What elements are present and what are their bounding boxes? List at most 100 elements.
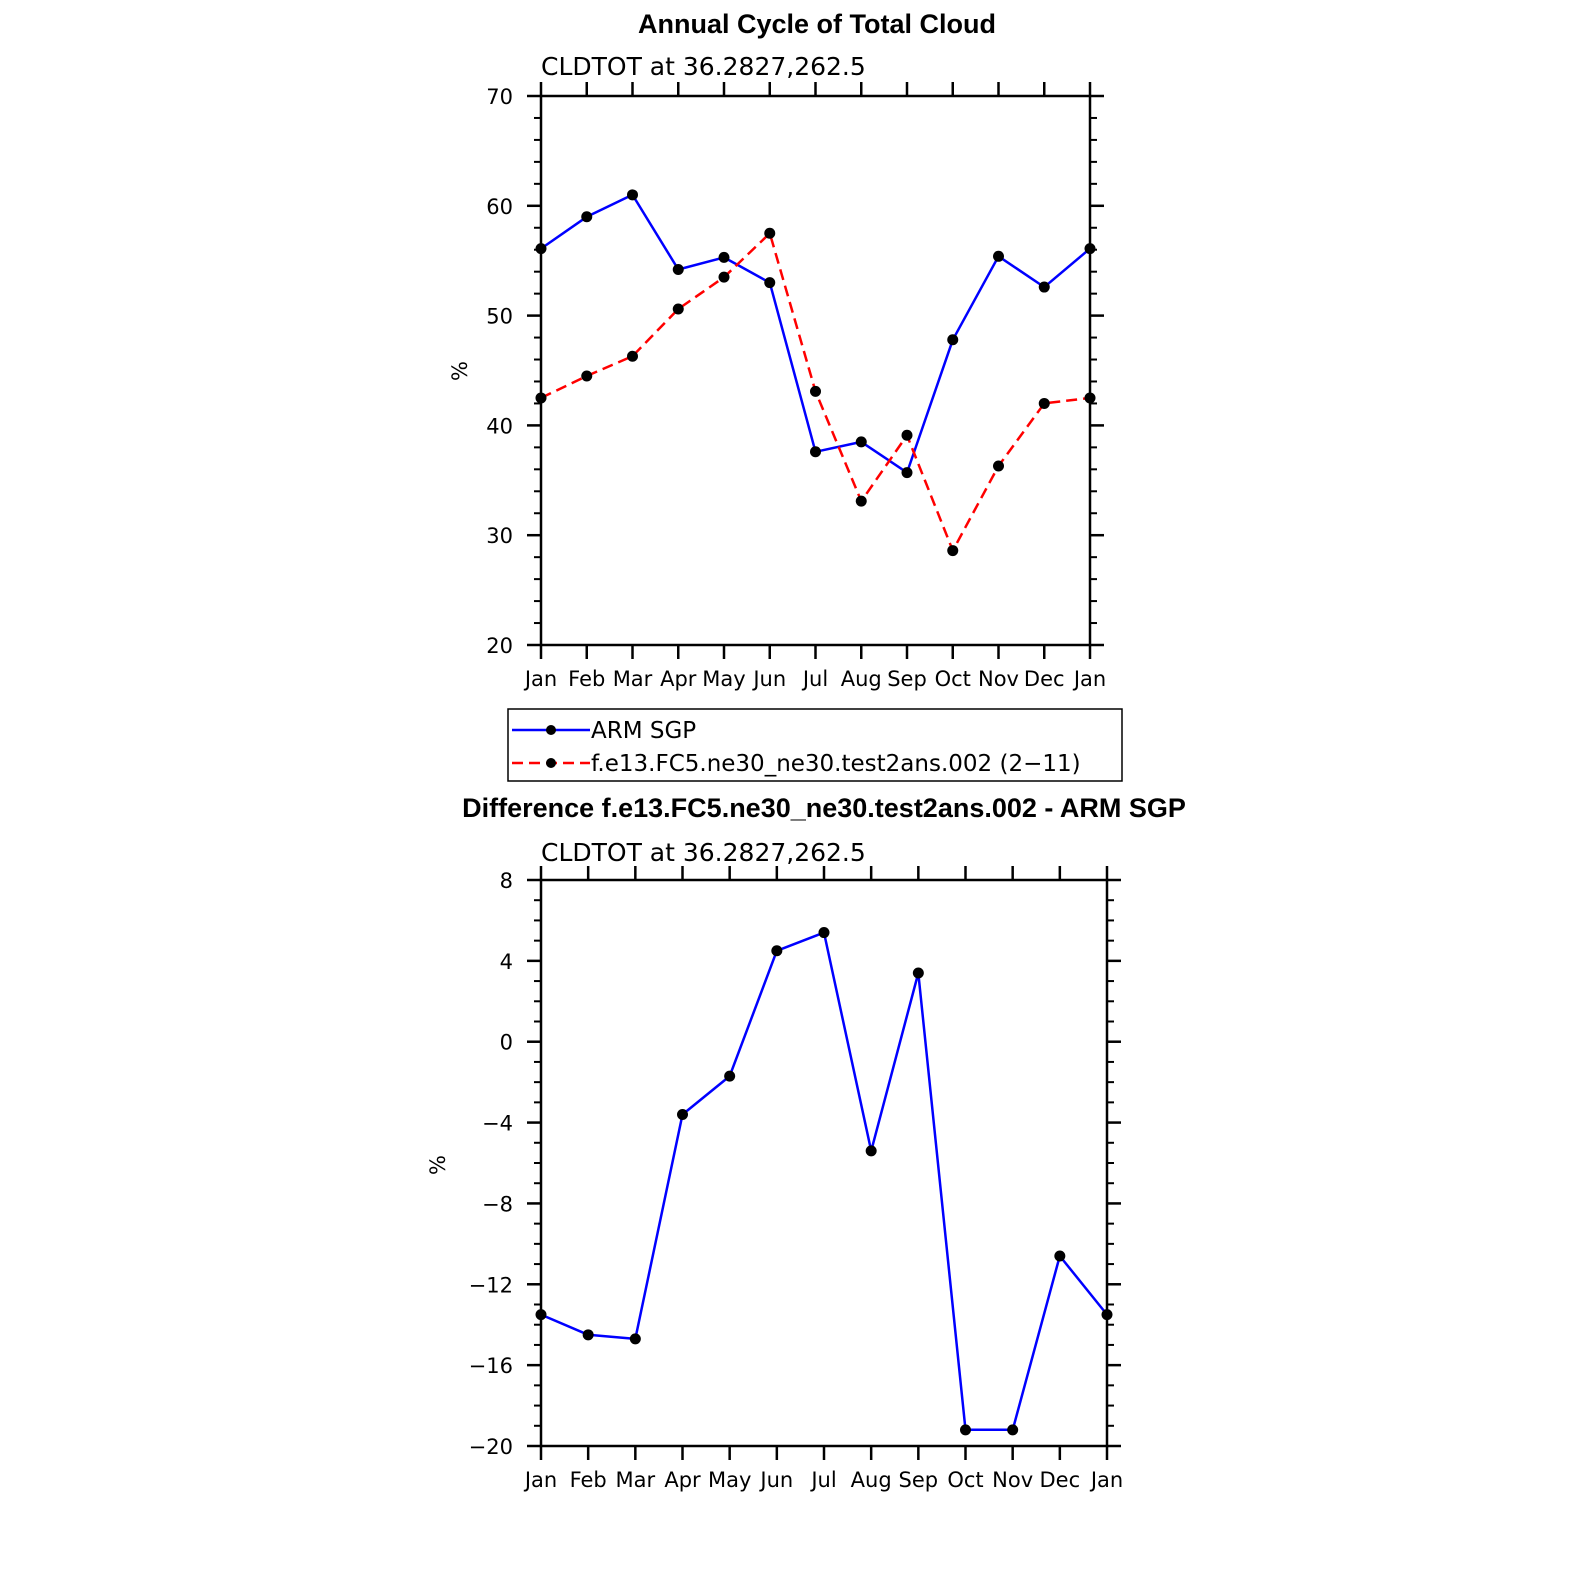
- x-tick-label: Dec: [1040, 1468, 1081, 1492]
- data-point: [1038, 397, 1050, 409]
- axes-frame: [539, 878, 1109, 1448]
- series-line-0: [540, 193, 1091, 474]
- y-tick-label: −12: [469, 1273, 513, 1297]
- data-point: [901, 467, 913, 479]
- legend: ARM SGP f.e13.FC5.ne30_ne30.test2ans.002…: [507, 708, 1123, 782]
- data-point: [677, 1108, 688, 1120]
- data-point: [764, 227, 776, 239]
- data-point: [1038, 281, 1050, 293]
- data-point: [865, 1145, 877, 1157]
- x-tick-label: Dec: [1024, 667, 1065, 691]
- y-axis-label: %: [448, 361, 472, 381]
- y-tick-label: −4: [482, 1112, 513, 1136]
- x-tick-label: Aug: [841, 667, 882, 691]
- y-tick-label: 8: [500, 869, 513, 893]
- x-tick-label: Feb: [570, 1468, 607, 1492]
- data-point: [855, 495, 867, 507]
- annual-cycle-chart: Annual Cycle of Total Cloud CLDTOT at 36…: [448, 9, 1106, 691]
- y-tick-label: 4: [500, 950, 513, 974]
- y-tick-label: −20: [469, 1435, 513, 1459]
- y-tick-label: 50: [486, 305, 513, 329]
- x-tick-label: Mar: [616, 1468, 656, 1492]
- data-point: [818, 927, 830, 939]
- y-tick-label: −8: [482, 1192, 513, 1216]
- data-point: [947, 334, 959, 346]
- data-point: [764, 277, 776, 289]
- legend-entry-model: f.e13.FC5.ne30_ne30.test2ans.002 (2−11): [591, 751, 1081, 777]
- data-point: [582, 1329, 594, 1341]
- plot-area: Jan Feb Mar Apr May Jun Jul Aug Sep Oct Nov Dec Jan 2…: [486, 82, 1106, 691]
- chart-title: Difference f.e13.FC5.ne30_ne30.test2ans.…: [462, 793, 1186, 823]
- x-tick-label: Jan: [523, 667, 557, 691]
- data-point: [771, 945, 783, 957]
- x-tick-label: Feb: [568, 667, 605, 691]
- y-tick-label: 40: [486, 414, 513, 438]
- data-point: [627, 189, 638, 201]
- chart-subtitle: CLDTOT at 36.2827,262.5: [541, 838, 866, 867]
- x-tick-label: Oct: [947, 1468, 983, 1492]
- data-point: [1084, 392, 1096, 404]
- data-point: [581, 211, 593, 223]
- y-tick-label: 0: [500, 1031, 513, 1055]
- x-tick-label: Jul: [801, 667, 828, 691]
- axes-frame: [539, 94, 1092, 647]
- x-tick-label: Nov: [992, 1468, 1033, 1492]
- legend-swatch-marker-model: [546, 758, 556, 768]
- legend-swatch-marker-arm: [546, 725, 556, 735]
- y-tick-label: 70: [486, 85, 513, 109]
- data-point: [724, 1070, 736, 1082]
- chart-title: Annual Cycle of Total Cloud: [638, 9, 996, 39]
- x-tick-label: Oct: [935, 667, 971, 691]
- y-axis-label: %: [426, 1155, 450, 1175]
- data-point: [1084, 243, 1096, 255]
- data-point: [810, 446, 821, 458]
- data-point: [901, 429, 913, 441]
- data-point: [1007, 1424, 1019, 1436]
- series-line-0: [540, 931, 1108, 1432]
- data-point: [629, 1333, 641, 1345]
- data-point: [855, 436, 867, 448]
- x-tick-label: May: [708, 1468, 751, 1492]
- data-point: [912, 967, 924, 979]
- data-point: [535, 392, 547, 404]
- data-point: [718, 271, 730, 283]
- y-tick-label: 60: [486, 195, 513, 219]
- data-point: [627, 350, 638, 362]
- x-tick-label: Sep: [887, 667, 927, 691]
- x-tick-label: Mar: [613, 667, 653, 691]
- data-point: [993, 460, 1004, 472]
- data-point: [947, 545, 959, 557]
- x-tick-label: Jul: [809, 1468, 836, 1492]
- x-tick-label: Jan: [1089, 1468, 1123, 1492]
- y-tick-label: −16: [469, 1354, 513, 1378]
- data-point: [960, 1424, 971, 1436]
- plot-area: Jan Feb Mar Apr May Jun Jul Aug Sep Oct Nov Dec Jan−…: [469, 866, 1123, 1492]
- x-tick-label: Sep: [899, 1468, 939, 1492]
- data-point: [1054, 1250, 1066, 1262]
- y-tick-label: 20: [486, 634, 513, 658]
- x-tick-label: Jun: [758, 1468, 793, 1492]
- chart-subtitle: CLDTOT at 36.2827,262.5: [541, 52, 866, 81]
- data-point: [535, 1309, 547, 1321]
- data-point: [718, 251, 730, 263]
- data-point: [672, 303, 684, 315]
- x-tick-label: Aug: [851, 1468, 892, 1492]
- data-point: [581, 370, 593, 382]
- data-point: [810, 385, 821, 397]
- legend-box: [507, 708, 1123, 782]
- x-tick-label: Jan: [523, 1468, 557, 1492]
- data-point: [993, 250, 1004, 262]
- data-point: [672, 263, 684, 275]
- x-tick-label: Jan: [1072, 667, 1106, 691]
- y-tick-label: 30: [486, 524, 513, 548]
- data-point: [1101, 1309, 1113, 1321]
- x-tick-label: Jun: [751, 667, 786, 691]
- x-tick-label: Apr: [664, 1468, 701, 1492]
- legend-entry-arm-sgp: ARM SGP: [591, 718, 696, 744]
- difference-chart: Difference f.e13.FC5.ne30_ne30.test2ans.…: [426, 793, 1186, 1492]
- x-tick-label: May: [702, 667, 745, 691]
- x-tick-label: Nov: [978, 667, 1019, 691]
- x-tick-label: Apr: [660, 667, 697, 691]
- data-point: [535, 243, 547, 255]
